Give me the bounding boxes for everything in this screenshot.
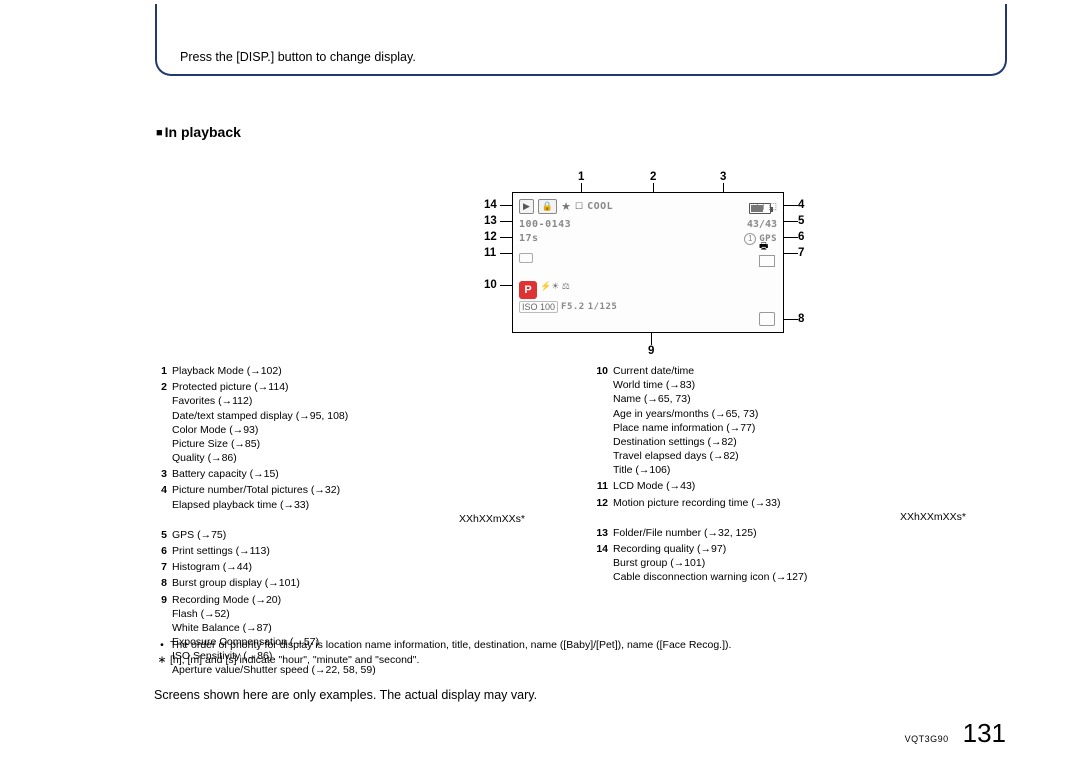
- callout-2: 2: [650, 171, 656, 183]
- page-number: 131: [963, 718, 1006, 749]
- playback-icon: ▶: [519, 199, 534, 214]
- callout-7: 7: [798, 247, 804, 259]
- favorite-icon: ★: [561, 200, 571, 213]
- note-hms: [h], [m] and [s] indicate "hour", "minut…: [170, 653, 419, 668]
- legend-item: 1Playback Mode (→102): [154, 364, 565, 378]
- shutter: 1/125: [588, 302, 618, 312]
- legend-item: 12Motion picture recording time (→33)XXh…: [595, 496, 1006, 524]
- battery-icon: [749, 203, 771, 214]
- lcd-mode-icon: [519, 253, 533, 263]
- note-priority: The order of priority for display is loc…: [170, 638, 731, 653]
- iso-value: ISO 100: [519, 301, 558, 313]
- section-title: ■In playback: [156, 124, 241, 140]
- callout-13: 13: [484, 215, 497, 227]
- callout-4: 4: [798, 199, 804, 211]
- callout-5: 5: [798, 215, 804, 227]
- color-mode: COOL: [587, 201, 613, 212]
- legend-item: 4Picture number/Total pictures (→32)Elap…: [154, 483, 565, 526]
- legend-item: 10Current date/timeWorld time (→83)Name …: [595, 364, 1006, 477]
- callout-3: 3: [720, 171, 726, 183]
- legend-item: 14Recording quality (→97)Burst group (→1…: [595, 542, 1006, 585]
- print-count: 1: [744, 233, 756, 245]
- legend-item: 5GPS (→75): [154, 528, 565, 542]
- legend-item: 13Folder/File number (→32, 125): [595, 526, 1006, 540]
- legend-col-right: 10Current date/timeWorld time (→83)Name …: [595, 364, 1006, 680]
- rec-mode-p: P: [519, 281, 537, 299]
- legend-item: 6Print settings (→113): [154, 544, 565, 558]
- aperture: F5.2: [561, 302, 585, 312]
- callout-6: 6: [798, 231, 804, 243]
- top-rule-box: [155, 4, 1007, 76]
- legend-item: 3Battery capacity (→15): [154, 467, 565, 481]
- callout-9: 9: [648, 345, 654, 357]
- callout-14: 14: [484, 199, 497, 211]
- protect-icon: 🔒: [538, 199, 557, 214]
- legend: 1Playback Mode (→102) 2Protected picture …: [154, 364, 1006, 680]
- elapsed-time: 17s: [519, 233, 539, 247]
- legend-item: 2Protected picture (→114)Favorites (→112…: [154, 380, 565, 465]
- folder-number: 100-0143: [519, 219, 571, 230]
- legend-item: 11LCD Mode (→43): [595, 479, 1006, 493]
- footnotes: •The order of priority for display is lo…: [154, 638, 994, 667]
- top-note: Press the [DISP.] button to change displ…: [180, 50, 416, 64]
- legend-col-left: 1Playback Mode (→102) 2Protected picture …: [154, 364, 565, 680]
- stamp-icon: ☐: [575, 200, 583, 213]
- legend-item: 7Histogram (→44): [154, 560, 565, 574]
- lcd-screen: ▶ 🔒 ★ ☐ COOL ▢ ⬚ 100-0143 43/43 1 GPS 17…: [512, 192, 784, 333]
- callout-1: 1: [578, 171, 584, 183]
- footer: VQT3G90 131: [905, 718, 1006, 749]
- callout-11: 11: [484, 247, 496, 259]
- histogram-icon: [759, 255, 775, 267]
- print-icon: 🖶: [759, 239, 775, 251]
- callout-8: 8: [798, 313, 804, 325]
- picture-count: 43/43: [747, 219, 777, 230]
- callout-12: 12: [484, 231, 497, 243]
- playback-diagram: 1 2 3 14 13 12 11 10 4 5 6 7 8 9 ▶ 🔒 ★ ☐…: [440, 155, 880, 355]
- legend-item: 8Burst group display (→101): [154, 576, 565, 590]
- burst-icon: [759, 312, 775, 326]
- doc-code: VQT3G90: [905, 734, 949, 744]
- bottom-note: Screens shown here are only examples. Th…: [154, 688, 537, 702]
- callout-10: 10: [484, 279, 497, 291]
